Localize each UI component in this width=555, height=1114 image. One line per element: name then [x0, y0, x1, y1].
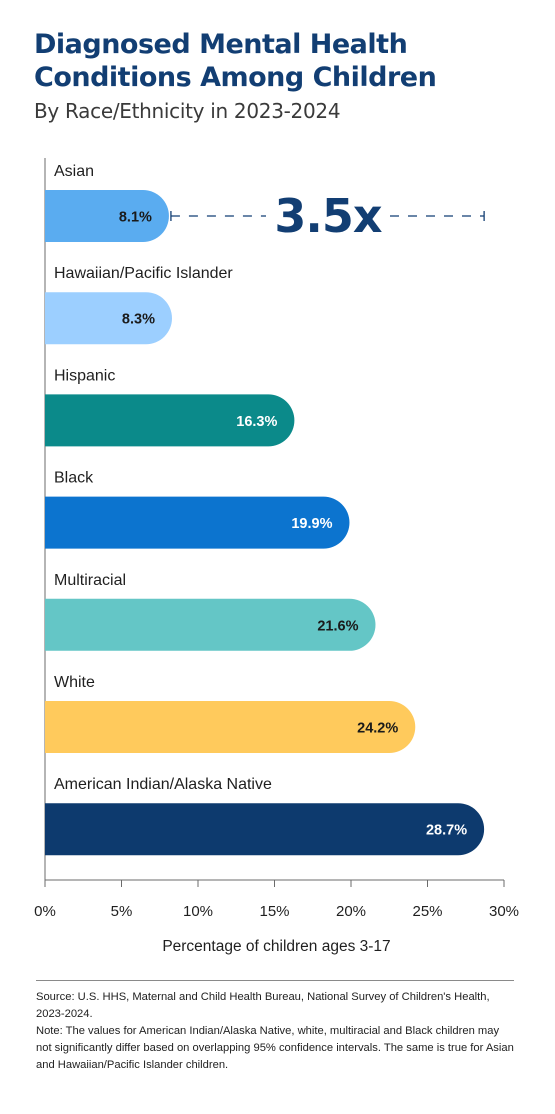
category-label: Multiracial — [54, 572, 126, 589]
x-axis-title: Percentage of children ages 3-17 — [162, 938, 390, 955]
x-tick-label: 0% — [34, 903, 56, 920]
category-label: Black — [54, 470, 94, 487]
bar-value-label: 8.1% — [119, 210, 152, 226]
bar-value-label: 16.3% — [236, 414, 277, 430]
bar-chart: 0% 5% 10% 15% 20% 25% 30% Percentage of childre… — [34, 158, 519, 955]
chart-title: Diagnosed Mental Health Conditions Among… — [34, 28, 534, 94]
bar — [45, 190, 169, 242]
bar — [45, 496, 350, 549]
bar — [45, 803, 485, 856]
category-label: Hawaiian/Pacific Islander — [54, 265, 233, 282]
chart-axes: 0% 5% 10% 15% 20% 25% 30% Percentage of childre… — [34, 158, 519, 955]
chart-annotation: 3.5x — [170, 189, 485, 243]
annotation-ratio-text: 3.5x — [274, 189, 381, 243]
bar — [45, 701, 416, 753]
bar-value-label: 19.9% — [291, 516, 332, 532]
bar — [45, 292, 172, 345]
bar — [45, 394, 295, 447]
x-tick-label: 30% — [489, 903, 519, 920]
chart-subtitle: By Race/Ethnicity in 2023-2024 — [34, 99, 341, 123]
category-label: American Indian/Alaska Native — [54, 776, 272, 793]
category-label: Asian — [54, 163, 94, 180]
source-text: Source: U.S. HHS, Maternal and Child Hea… — [36, 991, 490, 1020]
chart-title-line-1: Diagnosed Mental Health — [34, 29, 408, 60]
x-tick-label: 10% — [183, 903, 213, 920]
source-note: Source: U.S. HHS, Maternal and Child Hea… — [36, 980, 514, 1074]
x-tick-label: 20% — [336, 903, 366, 920]
bar-value-label: 21.6% — [317, 618, 358, 634]
category-label: White — [54, 674, 95, 691]
category-label: Hispanic — [54, 367, 115, 384]
bar-value-label: 8.3% — [122, 312, 155, 328]
bar — [45, 598, 376, 651]
chart-bars: Asian 8.1% Hawaiian/Pacific Islander 8.3% Hi… — [45, 163, 485, 856]
x-tick-label: 25% — [412, 903, 442, 920]
x-tick-label: 15% — [259, 903, 289, 920]
chart-title-line-2: Conditions Among Children — [34, 62, 437, 93]
bar-value-label: 24.2% — [357, 721, 398, 737]
x-tick-label: 5% — [111, 903, 133, 920]
bar-value-label: 28.7% — [426, 823, 467, 839]
note-text: Note: The values for American Indian/Ala… — [36, 1025, 514, 1071]
